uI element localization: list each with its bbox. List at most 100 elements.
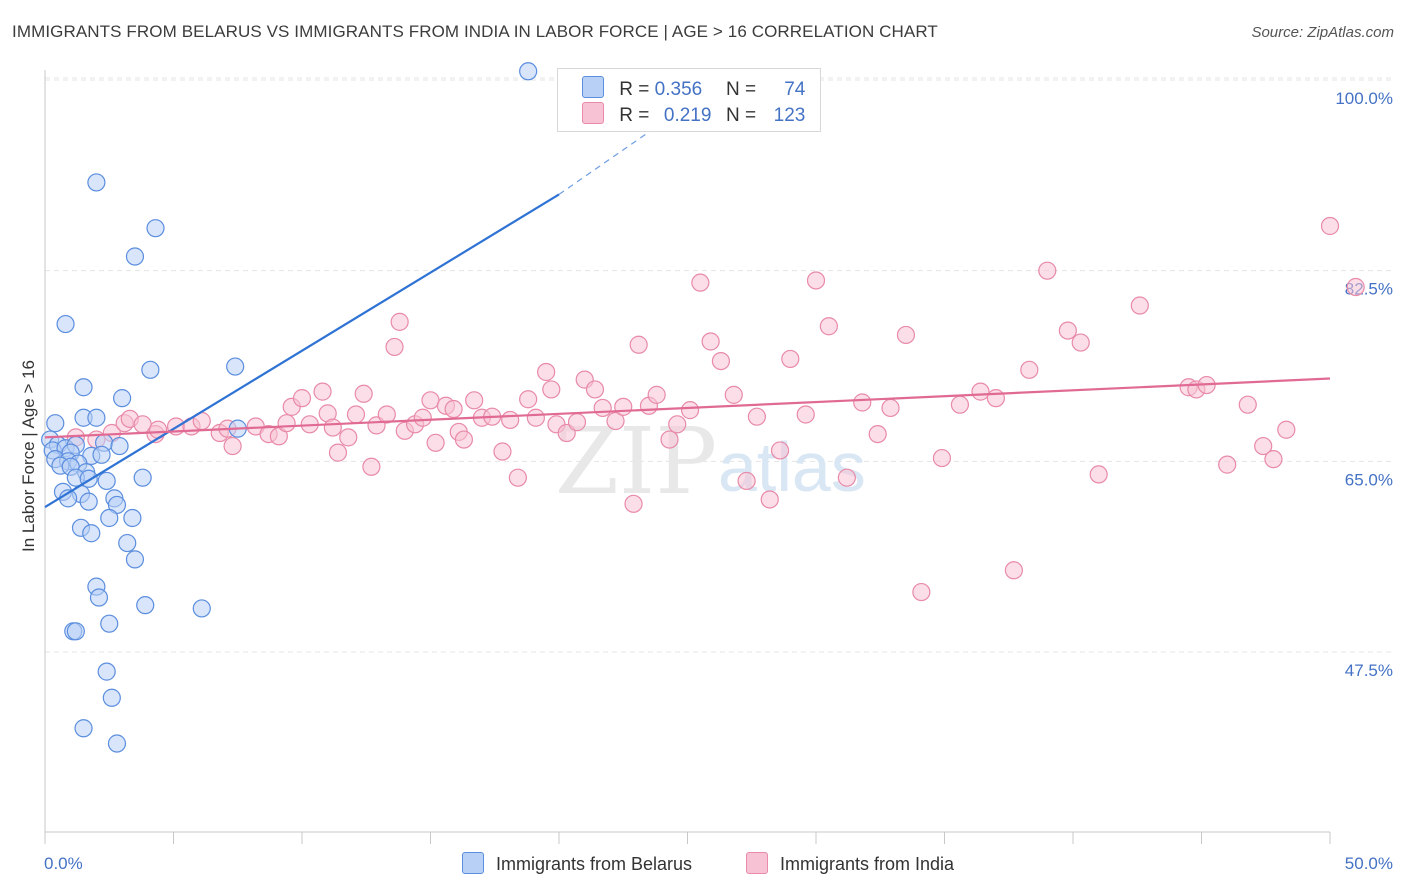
belarus-point [192, 599, 211, 618]
legend-n-value-belarus: 74 [784, 79, 806, 100]
india-point [493, 442, 512, 461]
y-tick-label: 47.5% [1345, 661, 1393, 680]
india-point [354, 384, 373, 403]
india-point [385, 337, 404, 357]
belarus-point [82, 524, 101, 543]
india-point [701, 332, 720, 351]
india-point [223, 436, 242, 456]
x-tick-label-max: 50.0% [1345, 854, 1393, 873]
india-point [567, 413, 587, 432]
belarus-point [226, 357, 245, 376]
india-point [1130, 296, 1149, 315]
india-point [819, 317, 838, 336]
india-point [896, 325, 916, 345]
india-point [624, 494, 643, 513]
legend-r-value-belarus: 0.356 [654, 79, 703, 100]
india-point [346, 405, 366, 424]
legend-n-value-india: 123 [773, 105, 806, 126]
india-point [1320, 216, 1340, 236]
y-tick-labels: 47.5%65.0%82.5%100.0% [1335, 89, 1393, 680]
trend-line-india [44, 377, 1331, 439]
x-tick-label-min: 0.0% [44, 854, 83, 873]
source-label: Source: ZipAtlas.com [1251, 24, 1394, 41]
india-point [868, 424, 887, 444]
india-point [1254, 436, 1273, 456]
india-point [593, 398, 612, 418]
belarus-point [110, 436, 129, 456]
india-point [796, 405, 815, 424]
bottom-legend-swatch-india [746, 852, 768, 874]
chart-title: IMMIGRANTS FROM BELARUS VS IMMIGRANTS FR… [12, 22, 938, 41]
india-point [1218, 455, 1237, 474]
india-point [950, 395, 970, 414]
belarus-point [66, 622, 85, 641]
belarus-point [89, 588, 109, 607]
india-point [853, 393, 872, 412]
bottom-legend-india: Immigrants from India [746, 852, 954, 875]
india-point [454, 430, 474, 449]
india-point [1004, 561, 1023, 580]
y-tick-label: 65.0% [1345, 470, 1393, 489]
belarus-point [125, 550, 145, 569]
belarus-point [97, 471, 116, 491]
watermark-atlas: atlas [718, 428, 866, 506]
india-point [519, 390, 538, 409]
india-point [691, 273, 710, 292]
india-point [606, 411, 625, 431]
belarus-point [100, 614, 119, 633]
belarus-point [74, 719, 93, 738]
india-point [912, 582, 931, 602]
india-point [444, 399, 463, 419]
bottom-legend-belarus: Immigrants from Belarus [462, 852, 692, 875]
india-point [1020, 360, 1039, 379]
watermark: ZIP atlas [555, 408, 866, 515]
trend-line-belarus [44, 193, 560, 509]
india-point [465, 391, 484, 410]
india-point [585, 380, 605, 399]
india-point [1071, 333, 1090, 352]
belarus-point [136, 596, 155, 615]
belarus-point [146, 219, 165, 238]
india-point [323, 418, 342, 437]
india-point [508, 468, 527, 487]
india-point [760, 490, 779, 509]
belarus-point [100, 508, 119, 528]
india-point [737, 471, 756, 491]
belarus-point [46, 414, 65, 433]
india-point [390, 312, 409, 331]
belarus-point [107, 734, 127, 753]
india-point [747, 407, 766, 426]
india-point [614, 397, 633, 416]
india-point [629, 335, 648, 354]
india-point [328, 443, 348, 462]
belarus-point [141, 360, 160, 379]
india-point [724, 385, 743, 404]
india-point [660, 430, 679, 449]
legend-swatch-india [582, 102, 604, 124]
series-india-points [66, 216, 1365, 602]
belarus-point [74, 378, 93, 397]
india-point [668, 415, 687, 434]
y-axis-label: In Labor Force | Age > 16 [19, 360, 38, 552]
india-point [1264, 450, 1283, 469]
india-point [413, 408, 432, 427]
india-point [1238, 395, 1257, 414]
india-point [537, 362, 556, 382]
india-point [971, 382, 990, 401]
bottom-legend-label-india: Immigrants from India [780, 854, 955, 874]
india-point [313, 382, 332, 401]
belarus-point [112, 389, 132, 408]
india-point [362, 457, 381, 476]
legend-swatch-belarus [582, 76, 604, 98]
legend-row-india: R = 0.219 N = 123 [582, 102, 805, 126]
belarus-point [519, 62, 538, 81]
india-point [781, 349, 800, 369]
india-point [711, 351, 731, 371]
india-point [647, 385, 666, 404]
india-point [277, 414, 296, 433]
india-point [932, 448, 952, 468]
y-tick-label: 100.0% [1335, 89, 1393, 108]
x-ticks [44, 832, 1331, 844]
india-point [526, 408, 545, 427]
